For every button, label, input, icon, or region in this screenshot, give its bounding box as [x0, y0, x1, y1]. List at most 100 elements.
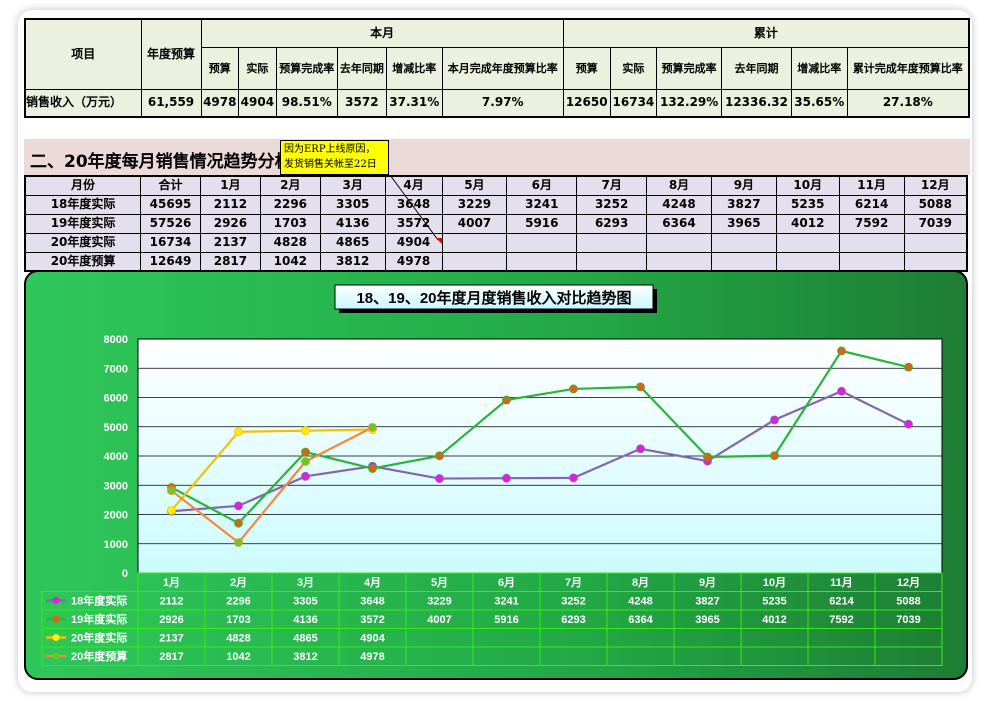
- cell[interactable]: 57526: [140, 213, 201, 234]
- cell[interactable]: 4978: [200, 88, 240, 118]
- cell-comment[interactable]: 因为ERP上线原因，发货销售关帐至22日: [280, 140, 389, 175]
- cell[interactable]: 132.29%: [656, 88, 723, 118]
- data-point: [234, 518, 243, 528]
- cell[interactable]: [646, 232, 712, 253]
- cell[interactable]: 2817: [200, 251, 261, 272]
- cell[interactable]: 4865: [319, 232, 386, 253]
- cell[interactable]: 20年度实际: [24, 232, 142, 253]
- header-cum-col: 预算完成率: [656, 46, 723, 90]
- header-cum-col: 增减比率: [790, 46, 848, 90]
- cell[interactable]: [441, 251, 508, 272]
- data-label: 1042: [226, 651, 250, 663]
- cell[interactable]: 3648: [384, 194, 443, 215]
- cell[interactable]: 12336.32: [721, 88, 792, 118]
- x-tick-label: 7月: [565, 576, 582, 589]
- cell[interactable]: 4904: [384, 232, 443, 253]
- cell[interactable]: 7039: [903, 213, 968, 234]
- header-annual-budget: 年度预算: [140, 18, 202, 90]
- cell[interactable]: 12650: [562, 88, 611, 118]
- cell[interactable]: 1703: [259, 213, 321, 234]
- data-point: [703, 452, 712, 462]
- cell[interactable]: 6364: [646, 213, 712, 234]
- cell[interactable]: [838, 232, 905, 253]
- cell[interactable]: [646, 251, 712, 272]
- row-label[interactable]: 销售收入（万元）: [24, 88, 142, 118]
- data-label: 3965: [695, 614, 719, 626]
- data-point: [167, 506, 176, 515]
- cell[interactable]: 3812: [319, 251, 386, 272]
- cell[interactable]: 3229: [441, 194, 508, 215]
- cell[interactable]: 2296: [259, 194, 321, 215]
- cell[interactable]: 35.65%: [790, 88, 848, 118]
- table-row: 18年度实际 45695 2112 2296 3305 3648 3229 3241 3252 4…: [24, 194, 968, 215]
- cell[interactable]: 7.97%: [441, 88, 564, 118]
- cell[interactable]: 19年度实际: [24, 213, 142, 234]
- cell[interactable]: 37.31%: [385, 88, 443, 118]
- cell[interactable]: 2926: [200, 213, 261, 234]
- cell[interactable]: 6293: [576, 213, 648, 234]
- cell[interactable]: [838, 251, 905, 272]
- data-point: [502, 395, 511, 405]
- title-box: [334, 284, 654, 310]
- cell[interactable]: [576, 251, 648, 272]
- cell[interactable]: 6214: [838, 194, 905, 215]
- cell[interactable]: 5916: [506, 213, 578, 234]
- cell[interactable]: 3252: [576, 194, 648, 215]
- y-tick-label: 6000: [104, 393, 128, 405]
- header-month-col: 预算完成率: [275, 46, 338, 90]
- cell[interactable]: 3827: [710, 194, 777, 215]
- header-cell: 合计: [140, 175, 201, 196]
- cell[interactable]: 16734: [609, 88, 658, 118]
- cell[interactable]: 4007: [441, 213, 508, 234]
- cell[interactable]: [710, 251, 777, 272]
- cell[interactable]: 16734: [140, 232, 201, 253]
- cell[interactable]: 3305: [319, 194, 386, 215]
- cell[interactable]: 4248: [646, 194, 712, 215]
- data-label: 1703: [226, 614, 250, 626]
- cell[interactable]: 61,559: [140, 88, 202, 118]
- cell[interactable]: 1042: [259, 251, 321, 272]
- data-label: 4136: [293, 614, 317, 626]
- data-point: [368, 422, 377, 432]
- cell[interactable]: 4136: [319, 213, 386, 234]
- cell[interactable]: 4012: [775, 213, 840, 234]
- cell[interactable]: 5235: [775, 194, 840, 215]
- cell[interactable]: [576, 232, 648, 253]
- chart-area[interactable]: 18、19、20年度月度销售收入对比趋势图 0 1000 2000 3000 4000 50…: [24, 270, 968, 680]
- cell[interactable]: 3241: [506, 194, 578, 215]
- cell[interactable]: 2112: [200, 194, 261, 215]
- cell[interactable]: 7592: [838, 213, 905, 234]
- cell[interactable]: 5088: [903, 194, 968, 215]
- cell[interactable]: 3572: [384, 213, 443, 234]
- header-cell: 6月: [506, 175, 578, 196]
- cell[interactable]: 3965: [710, 213, 777, 234]
- cell[interactable]: 4904: [238, 88, 277, 118]
- cell[interactable]: 3572: [336, 88, 387, 118]
- legend-marker-icon: [52, 634, 60, 641]
- cell[interactable]: [506, 232, 578, 253]
- series-line: [170, 428, 373, 512]
- cell[interactable]: 20年度预算: [24, 251, 142, 272]
- cell[interactable]: 4828: [259, 232, 321, 253]
- cell[interactable]: 18年度实际: [24, 194, 142, 215]
- cell[interactable]: 12649: [140, 251, 201, 272]
- cell[interactable]: [775, 232, 840, 253]
- cell[interactable]: [903, 251, 968, 272]
- cell[interactable]: 98.51%: [275, 88, 338, 118]
- cell[interactable]: [775, 251, 840, 272]
- cell[interactable]: 45695: [140, 194, 201, 215]
- data-point: [569, 384, 578, 394]
- cell[interactable]: [903, 232, 968, 253]
- cell[interactable]: [441, 232, 508, 253]
- data-label: 3305: [293, 596, 317, 608]
- cell[interactable]: [710, 232, 777, 253]
- data-label: 2296: [226, 596, 250, 608]
- data-label: 3241: [494, 596, 518, 608]
- header-cell: 8月: [646, 175, 712, 196]
- x-tick-label: 10月: [763, 576, 786, 589]
- cell[interactable]: 2137: [200, 232, 261, 253]
- cell[interactable]: 4978: [384, 251, 443, 272]
- cell[interactable]: [506, 251, 578, 272]
- cell[interactable]: 27.18%: [846, 88, 970, 118]
- series-line: [170, 349, 909, 525]
